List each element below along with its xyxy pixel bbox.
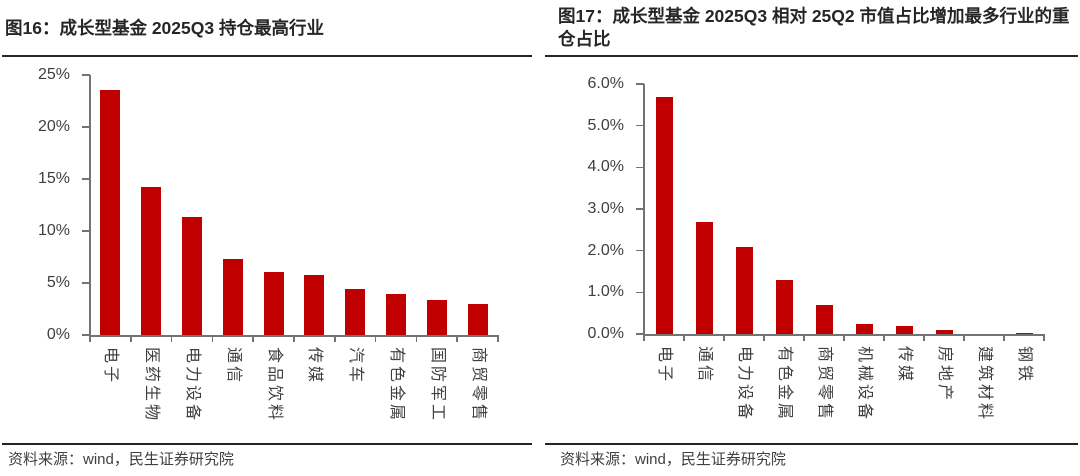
y-tick-label: 0.0%	[587, 325, 624, 342]
y-axis-tick	[636, 83, 644, 85]
y-tick-label: 5%	[46, 274, 70, 291]
x-axis-tick	[170, 335, 173, 342]
x-axis-tick	[923, 334, 925, 341]
y-axis-tick	[636, 166, 644, 169]
y-tick-label: 0%	[46, 326, 70, 343]
bar	[775, 279, 793, 334]
bar	[263, 271, 284, 335]
x-axis-tick	[883, 334, 885, 341]
x-category-label: 有色金属	[776, 346, 793, 423]
x-category-label: 房地产	[936, 346, 953, 404]
x-axis-line	[89, 335, 499, 337]
bar	[735, 246, 753, 334]
figure-16-source-rule	[2, 443, 532, 445]
y-tick-label: 2.0%	[587, 241, 624, 259]
x-axis-tick	[334, 335, 336, 342]
x-axis-tick	[643, 334, 645, 341]
bar	[467, 303, 488, 335]
y-tick-label: 20%	[37, 118, 70, 135]
y-tick-label: 4.0%	[587, 158, 624, 176]
x-category-label: 钢铁	[1016, 346, 1033, 385]
x-axis-tick	[723, 334, 725, 341]
bar	[815, 304, 833, 334]
x-axis-tick	[1043, 334, 1045, 341]
figure-16-source: 资料来源：wind，民生证券研究院	[8, 451, 234, 468]
figure-16-title: 图16：成长型基金 2025Q3 持仓最高行业	[5, 17, 324, 38]
y-axis-tick	[636, 291, 644, 294]
bar	[345, 289, 366, 335]
y-axis-tick	[82, 126, 90, 128]
x-axis-tick	[763, 334, 765, 341]
x-axis-tick	[803, 334, 805, 341]
figure-16-title-rule	[2, 55, 532, 57]
y-tick-label: 6.0%	[587, 75, 624, 92]
bar	[141, 187, 162, 335]
x-category-label: 电子	[656, 346, 673, 385]
bar	[222, 259, 243, 335]
bar	[100, 89, 121, 335]
y-tick-label: 5.0%	[587, 116, 624, 134]
figure-17-title-rule	[545, 55, 1078, 57]
y-axis-tick	[82, 74, 90, 76]
y-tick-label: 25%	[37, 66, 70, 83]
x-category-label: 传媒	[896, 346, 913, 385]
x-category-label: 通信	[696, 346, 713, 385]
y-tick-label: 3.0%	[587, 200, 624, 217]
x-category-label: 机械设备	[856, 346, 873, 423]
y-tick-label: 1.0%	[587, 283, 624, 301]
x-axis-tick	[497, 335, 499, 342]
y-axis-tick	[82, 178, 90, 180]
y-tick-label: 15%	[37, 170, 70, 187]
x-axis-tick	[456, 335, 458, 342]
bar	[655, 96, 673, 334]
x-axis-tick	[89, 335, 91, 342]
y-axis-tick	[636, 333, 644, 335]
x-axis-tick	[211, 335, 214, 342]
x-category-label: 建筑材料	[976, 346, 993, 423]
x-axis-tick	[963, 334, 965, 341]
x-axis-tick	[374, 335, 377, 342]
y-axis-line	[643, 84, 645, 335]
bar	[304, 274, 325, 335]
bar	[386, 294, 406, 335]
y-axis-tick	[82, 230, 90, 232]
x-category-label: 商贸零售	[816, 346, 833, 423]
bar	[695, 221, 713, 334]
y-axis-tick	[82, 334, 90, 336]
x-axis-tick	[415, 335, 418, 342]
y-axis-tick	[636, 124, 644, 127]
bar	[1015, 333, 1033, 334]
y-axis-tick	[636, 249, 644, 252]
x-axis-tick	[252, 335, 254, 342]
bar	[855, 323, 873, 334]
y-axis-tick	[636, 208, 644, 210]
x-axis-tick	[293, 335, 295, 342]
figure-17-source-rule	[545, 443, 1078, 445]
y-axis-tick	[82, 282, 90, 284]
bar	[426, 299, 447, 335]
x-axis-tick	[683, 334, 685, 341]
figure-17-source: 资料来源：wind，民生证券研究院	[560, 451, 786, 468]
bar	[182, 217, 202, 335]
y-axis-line	[89, 75, 91, 336]
x-axis-line	[643, 334, 1045, 336]
x-category-label: 电力设备	[736, 346, 753, 423]
y-tick-label: 10%	[37, 222, 70, 239]
figure-17-title: 图17：成长型基金 2025Q3 相对 25Q2 市值占比增加最多行业的重仓占比	[558, 6, 1070, 49]
x-axis-tick	[843, 334, 845, 341]
x-axis-tick	[130, 335, 132, 342]
x-axis-tick	[1003, 334, 1005, 341]
bar	[895, 325, 913, 334]
bar	[935, 329, 953, 334]
